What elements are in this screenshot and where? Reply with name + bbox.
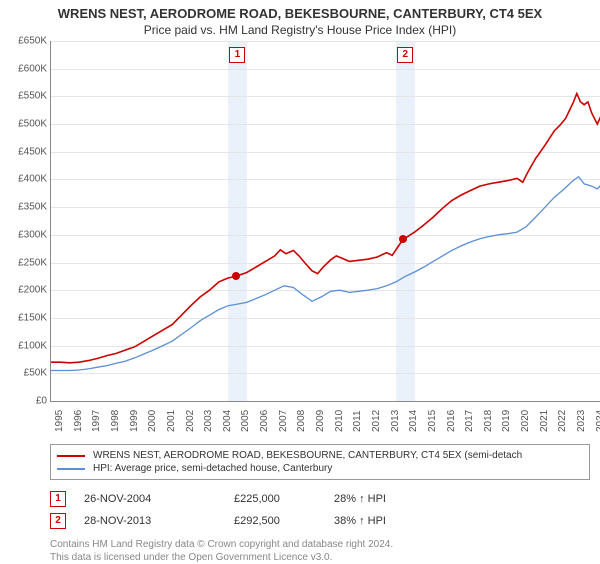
x-axis-label: 2008	[296, 410, 307, 432]
y-axis-label: £300K	[18, 229, 51, 240]
x-axis-label: 2006	[259, 410, 270, 432]
footer-attribution: Contains HM Land Registry data © Crown c…	[50, 538, 590, 564]
y-axis-label: £100K	[18, 340, 51, 351]
footer-line1: Contains HM Land Registry data © Crown c…	[50, 538, 590, 551]
marker-row: 2 28-NOV-2013£292,50038% ↑ HPI	[50, 510, 590, 532]
legend-row: HPI: Average price, semi-detached house,…	[57, 462, 583, 475]
x-axis-label: 2015	[427, 410, 438, 432]
y-axis-label: £0	[36, 396, 51, 407]
marker-dot	[232, 272, 240, 280]
marker-row-price: £225,000	[234, 493, 334, 505]
chart-container: WRENS NEST, AERODROME ROAD, BEKESBOURNE,…	[0, 0, 600, 564]
marker-row-date: 28-NOV-2013	[84, 515, 234, 527]
markers-table: 1 26-NOV-2004£225,00028% ↑ HPI 2 28-NOV-201…	[50, 488, 590, 532]
marker-row: 1 26-NOV-2004£225,00028% ↑ HPI	[50, 488, 590, 510]
x-axis-labels: 1995 1996 1997 1998 1999 2000 2001 2002 2003 2004…	[50, 402, 600, 436]
x-axis-label: 2022	[557, 410, 568, 432]
x-axis-label: 2023	[576, 410, 587, 432]
x-axis-label: 1998	[110, 410, 121, 432]
x-axis-label: 2002	[185, 410, 196, 432]
series-line	[51, 177, 600, 371]
x-axis-label: 2014	[408, 410, 419, 432]
page-subtitle: Price paid vs. HM Land Registry's House …	[0, 21, 600, 41]
x-axis-label: 1999	[129, 410, 140, 432]
x-axis-label: 2024	[595, 410, 600, 432]
x-axis-label: 2012	[371, 410, 382, 432]
x-axis-label: 2009	[315, 410, 326, 432]
y-axis-label: £150K	[18, 312, 51, 323]
x-axis-label: 1997	[91, 410, 102, 432]
y-axis-label: £350K	[18, 202, 51, 213]
x-axis-label: 2005	[240, 410, 251, 432]
marker-dot	[399, 235, 407, 243]
page-title: WRENS NEST, AERODROME ROAD, BEKESBOURNE,…	[0, 0, 600, 21]
marker-row-num: 1	[50, 491, 66, 507]
marker-row-date: 26-NOV-2004	[84, 493, 234, 505]
y-axis-label: £250K	[18, 257, 51, 268]
y-axis-label: £50K	[24, 368, 51, 379]
marker-box: 2	[397, 47, 413, 63]
x-axis-label: 2018	[483, 410, 494, 432]
x-axis-label: 2003	[203, 410, 214, 432]
x-axis-label: 2010	[334, 410, 345, 432]
y-axis-label: £400K	[18, 174, 51, 185]
x-axis-label: 2016	[446, 410, 457, 432]
legend-swatch	[57, 455, 85, 457]
plot-svg	[51, 41, 600, 401]
y-axis-label: £600K	[18, 63, 51, 74]
y-axis-label: £200K	[18, 285, 51, 296]
x-axis-label: 2001	[166, 410, 177, 432]
chart-area: £0£50K£100K£150K£200K£250K£300K£350K£400…	[50, 41, 600, 402]
footer-line2: This data is licensed under the Open Gov…	[50, 551, 590, 564]
y-axis-label: £450K	[18, 146, 51, 157]
legend-label: WRENS NEST, AERODROME ROAD, BEKESBOURNE,…	[93, 450, 522, 461]
x-axis-label: 2000	[147, 410, 158, 432]
x-axis-label: 2020	[520, 410, 531, 432]
x-axis-label: 1996	[73, 410, 84, 432]
x-axis-label: 2019	[501, 410, 512, 432]
marker-row-price: £292,500	[234, 515, 334, 527]
y-axis-label: £650K	[18, 36, 51, 47]
y-axis-label: £550K	[18, 91, 51, 102]
x-axis-label: 2011	[352, 410, 363, 432]
y-axis-label: £500K	[18, 119, 51, 130]
marker-row-hpi: 28% ↑ HPI	[334, 493, 434, 505]
x-axis-label: 2013	[390, 410, 401, 432]
x-axis-label: 1995	[54, 410, 65, 432]
x-axis-label: 2017	[464, 410, 475, 432]
x-axis-label: 2004	[222, 410, 233, 432]
marker-row-hpi: 38% ↑ HPI	[334, 515, 434, 527]
x-axis-label: 2007	[278, 410, 289, 432]
marker-box: 1	[229, 47, 245, 63]
legend-row: WRENS NEST, AERODROME ROAD, BEKESBOURNE,…	[57, 449, 583, 462]
series-line	[51, 94, 600, 363]
legend: WRENS NEST, AERODROME ROAD, BEKESBOURNE,…	[50, 444, 590, 480]
x-axis-label: 2021	[539, 410, 550, 432]
legend-label: HPI: Average price, semi-detached house,…	[93, 463, 332, 474]
marker-row-num: 2	[50, 513, 66, 529]
legend-swatch	[57, 468, 85, 470]
